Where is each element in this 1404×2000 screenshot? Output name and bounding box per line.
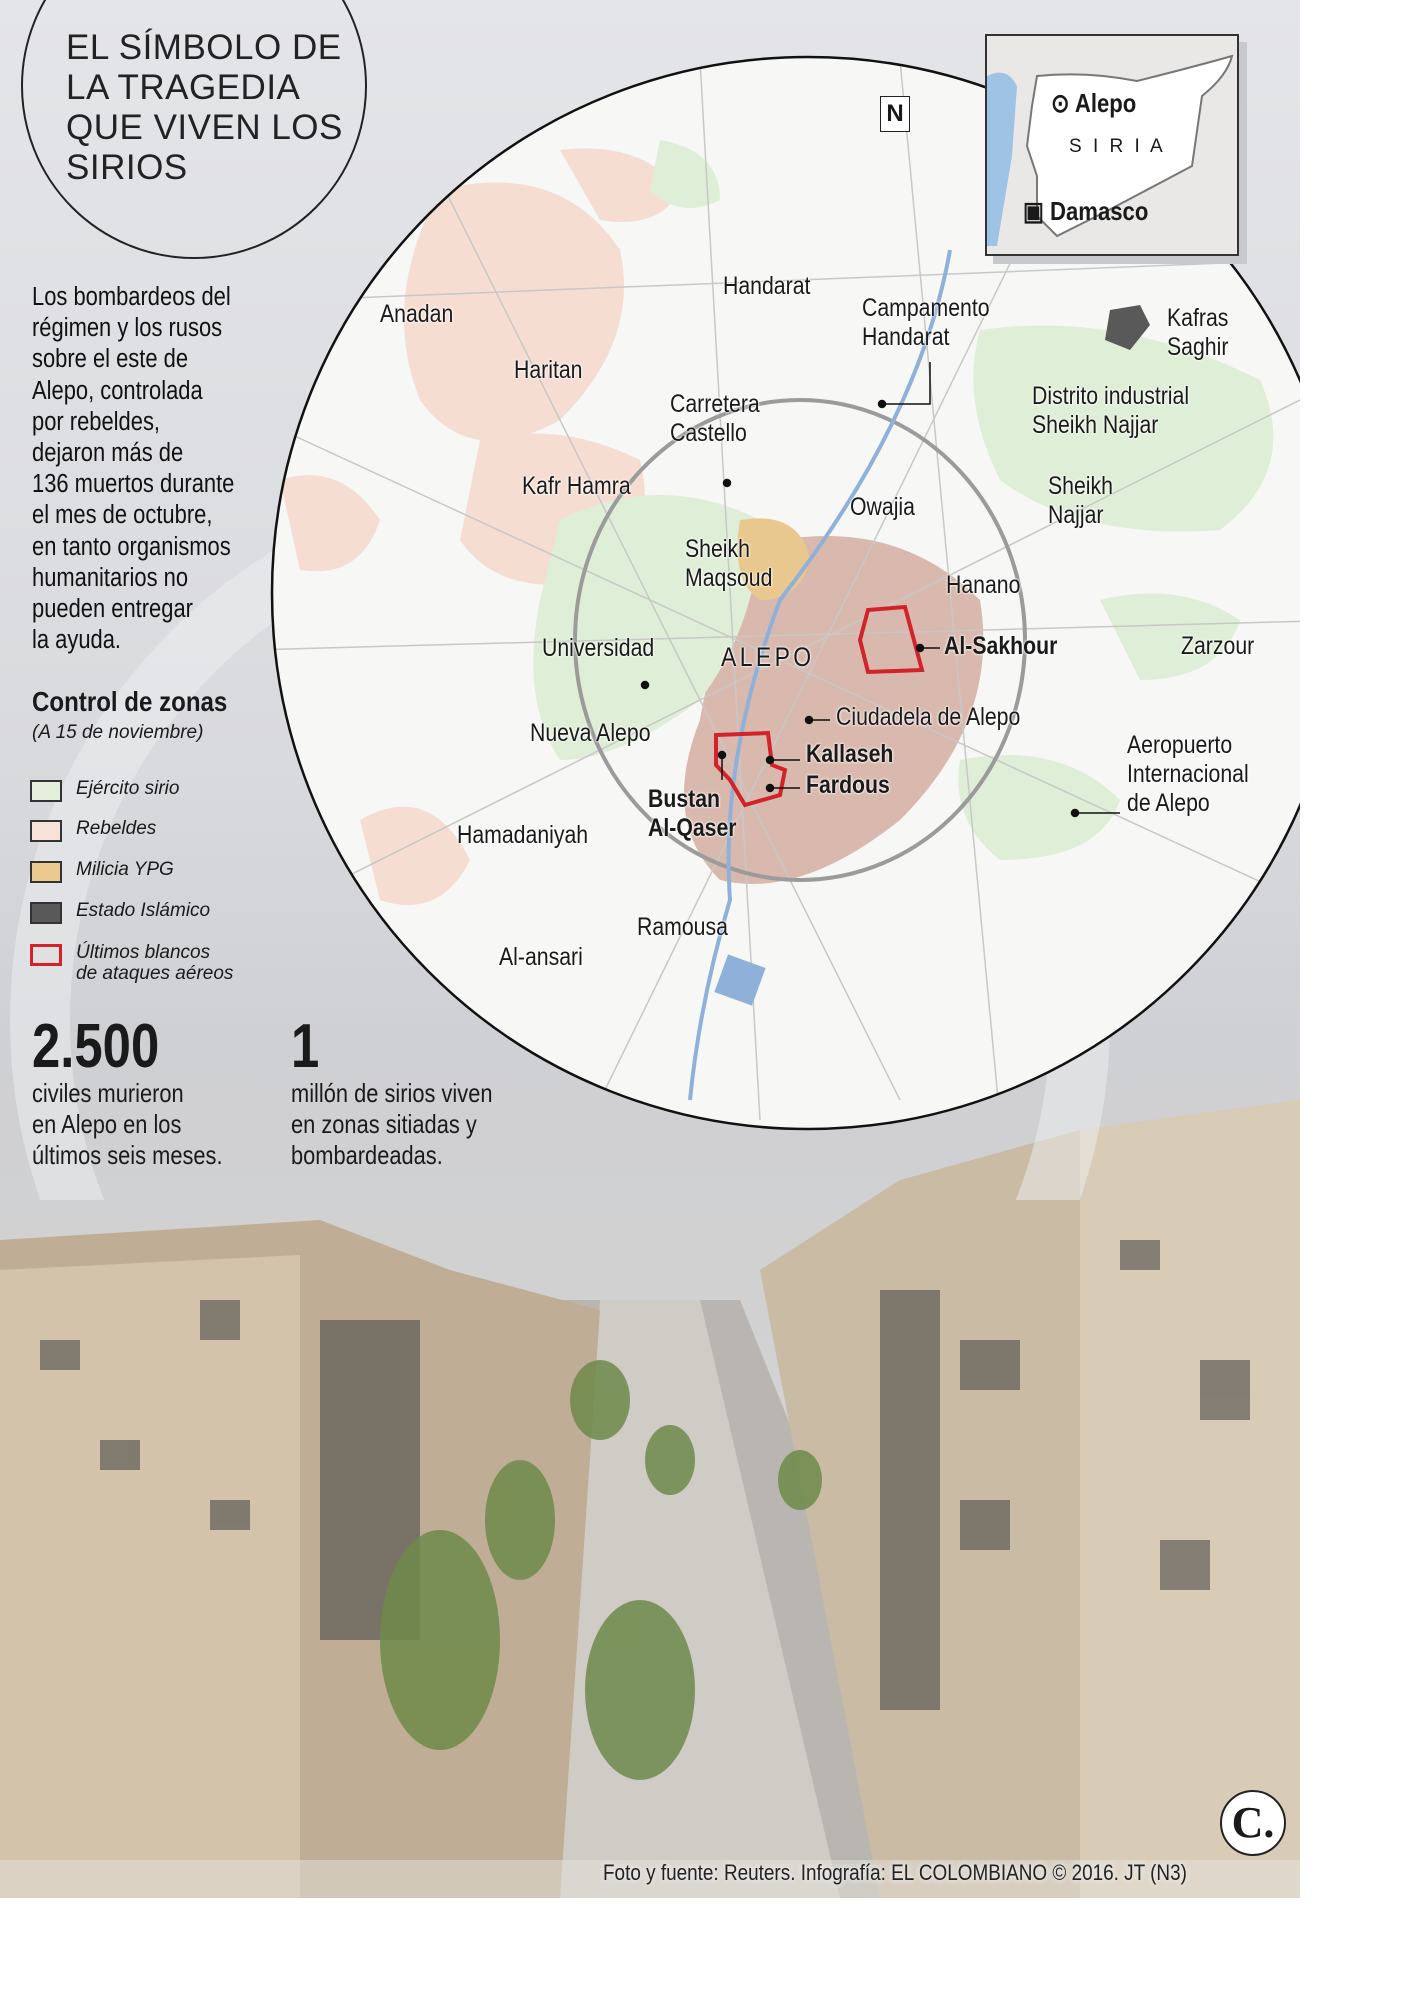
legend-item: Milicia YPG xyxy=(30,859,174,887)
stat-value: 2.500 xyxy=(32,1012,160,1081)
photo-credit: Foto y fuente: Reuters. Infografía: EL C… xyxy=(603,1860,1187,1885)
legend-item: Rebeldes xyxy=(30,818,156,846)
map-label: Carretera Castello xyxy=(670,390,760,447)
north-label: N xyxy=(886,100,904,127)
map-label: Kafras Saghir xyxy=(1167,304,1229,361)
map-label: Hamadaniyah xyxy=(457,821,589,849)
legend-subtitle: (A 15 de noviembre) xyxy=(32,722,204,743)
city-name: Alepo xyxy=(1074,88,1137,118)
legend-item: Ejército sirio xyxy=(30,778,179,806)
map-label: Nueva Alepo xyxy=(530,719,651,747)
legend-label: Últimos blancos de ataques aéreos xyxy=(76,942,234,984)
inset-city-damasco: ▣ Damasco xyxy=(1023,196,1148,227)
north-arrow-icon: N xyxy=(880,96,910,132)
map-label: Owajia xyxy=(850,493,915,521)
map-label: Hanano xyxy=(946,571,1021,599)
legend-swatch xyxy=(30,902,62,924)
stat-deaths: 2.500 civiles murieron en Alepo en los ú… xyxy=(32,1016,259,1171)
map-label: Zarzour xyxy=(1181,632,1255,660)
map-label: Al-ansari xyxy=(499,943,583,971)
legend-label: Estado Islámico xyxy=(76,900,211,921)
title-circle xyxy=(21,0,367,259)
inset-map-syria: ⊙ Alepo S I R I A ▣ Damasco xyxy=(985,34,1239,256)
map-label: ALEPO xyxy=(721,642,815,672)
page-title: EL SÍMBOLO DE LA TRAGEDIA QUE VIVEN LOS … xyxy=(66,28,343,187)
legend-item: Últimos blancos de ataques aéreos xyxy=(30,942,233,984)
city-name: Damasco xyxy=(1050,196,1149,226)
stat-text: millón de sirios viven en zonas sitiadas… xyxy=(291,1078,493,1170)
capital-square-icon: ▣ xyxy=(1023,196,1044,226)
stat-value: 1 xyxy=(291,1012,320,1081)
map-label: Universidad xyxy=(542,634,655,662)
legend-label: Rebeldes xyxy=(76,818,157,839)
map-label: Al-Sakhour xyxy=(944,632,1058,660)
map-label: Handarat xyxy=(723,272,811,300)
legend-item: Estado Islámico xyxy=(30,900,210,928)
map-label: Bustan Al-Qaser xyxy=(648,785,737,842)
stat-besieged: 1 millón de sirios viven en zonas sitiad… xyxy=(291,1016,531,1171)
stat-text: civiles murieron en Alepo en los últimos… xyxy=(32,1078,223,1170)
legend-title: Control de zonas xyxy=(32,686,228,717)
map-label: Kallaseh xyxy=(806,740,894,768)
map-label: Fardous xyxy=(806,771,890,799)
map-label: Sheikh Najjar xyxy=(1048,472,1113,529)
intro-text: Los bombardeos del régimen y los rusos s… xyxy=(32,283,235,655)
legend-swatch xyxy=(30,944,62,966)
map-label: Campamento Handarat xyxy=(862,294,990,351)
aleppo-map xyxy=(270,55,1300,1131)
map-label: Aeropuerto Internacional de Alepo xyxy=(1127,731,1249,817)
legend-label: Milicia YPG xyxy=(76,859,174,880)
map-label: Distrito industrial Sheikh Najjar xyxy=(1032,382,1190,439)
inset-country-label: S I R I A xyxy=(1069,136,1166,157)
el-colombiano-logo: C. xyxy=(1220,1790,1286,1856)
legend-swatch xyxy=(30,780,62,802)
map-label: Sheikh Maqsoud xyxy=(685,535,773,592)
infographic: EL SÍMBOLO DE LA TRAGEDIA QUE VIVEN LOS … xyxy=(0,0,1300,1898)
map-label: Anadan xyxy=(380,300,454,328)
logo-text: C. xyxy=(1231,1798,1275,1847)
legend-swatch xyxy=(30,861,62,883)
inset-city-alepo: ⊙ Alepo xyxy=(1051,88,1136,119)
city-dot-icon: ⊙ xyxy=(1051,88,1070,118)
legend-swatch xyxy=(30,820,62,842)
map-label: Kafr Hamra xyxy=(522,472,631,500)
map-label: Haritan xyxy=(514,356,583,384)
map-label: Ciudadela de Alepo xyxy=(836,703,1021,731)
map-label: Ramousa xyxy=(637,913,728,941)
legend-label: Ejército sirio xyxy=(76,778,180,799)
